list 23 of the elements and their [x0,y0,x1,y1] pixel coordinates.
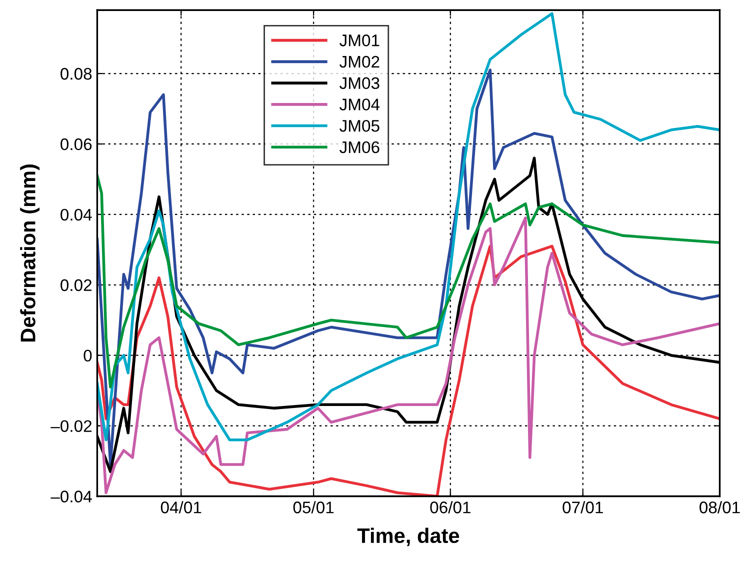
line-series [97,12,720,442]
x-tick-label: 08/01 [700,501,740,514]
legend-label: JM06 [340,141,380,154]
legend-label: JM03 [340,77,380,90]
y-tick-label: 0 [84,350,92,362]
y-tick-label: 0.02 [60,279,92,292]
x-tick-label: 04/01 [160,501,202,514]
y-axis-title: Deformation (mm) [20,164,40,342]
x-axis-title: Time, date [357,528,460,546]
line-series [97,68,720,466]
y-tick-label: 0.06 [60,138,92,150]
x-tick-label: 05/01 [293,501,334,514]
legend-label: JM04 [340,98,380,110]
legend-label: JM05 [340,120,380,132]
y-tick-label: 0.04 [60,208,92,221]
y-tick-label: 0.08 [60,68,92,80]
y-tick-label: –0.02 [50,420,92,432]
legend-label: JM02 [340,56,380,68]
line-series [97,174,720,388]
x-tick-label: 06/01 [430,501,470,514]
y-tick-label: –0.04 [50,490,92,502]
legend-label: JM01 [340,34,380,46]
x-tick-label: 07/01 [562,501,603,514]
